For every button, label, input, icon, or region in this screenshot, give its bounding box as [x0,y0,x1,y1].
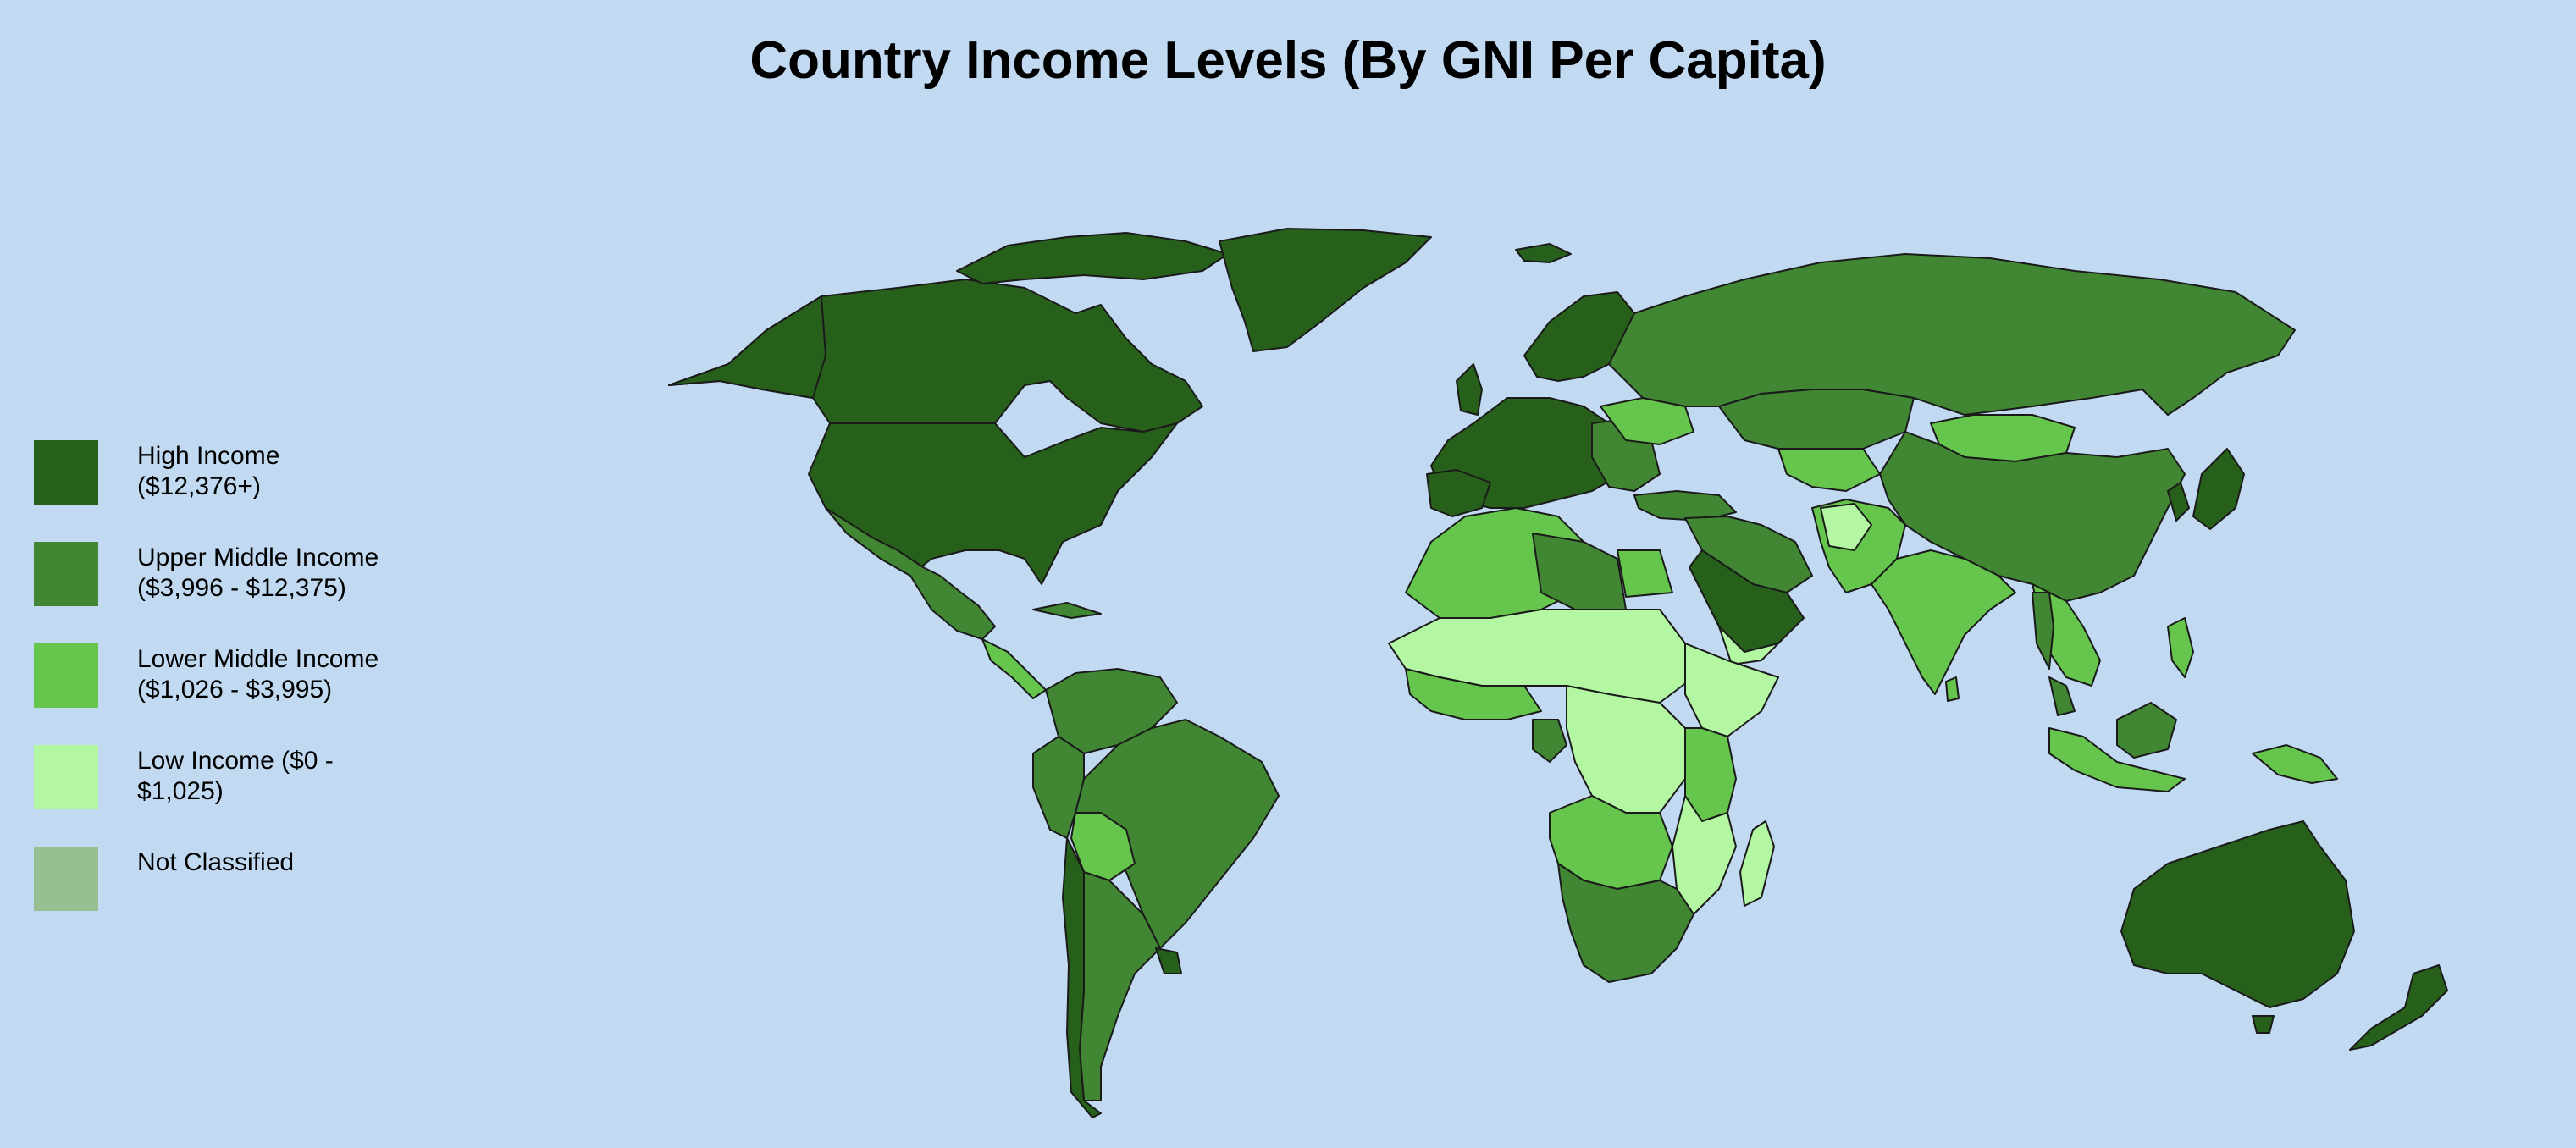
region-yemen [1718,626,1779,665]
region-central-asia [1777,448,1881,492]
legend-swatch-upper-middle-income [34,542,98,606]
region-malaysia [2048,676,2076,716]
region-southern-africa [1557,863,1694,983]
legend-label-upper-middle-income: Upper Middle Income ($3,996 - $12,375) [137,544,379,602]
legend-label-high-income: High Income ($12,376+) [137,442,280,500]
region-central-africa [1566,685,1686,814]
region-west-africa-coast [1405,668,1542,720]
map-title: Country Income Levels (By GNI Per Capita… [749,31,1827,90]
region-greenland [1219,228,1432,352]
region-tasmania [2252,1015,2275,1034]
region-egypt [1617,549,1673,598]
region-cuba [1032,602,1102,619]
region-sri-lanka [1945,676,1960,702]
region-india [1871,549,2016,695]
region-china [1879,431,2186,602]
region-bolivia [1070,812,1136,881]
region-japan [2192,448,2245,530]
legend-swatch-high-income [34,440,98,505]
legend-label-low-income: Low Income ($0 - $1,025) [137,747,334,805]
region-central-america [981,638,1047,699]
region-usa [808,422,1178,585]
region-australia [2120,820,2355,1008]
region-chile [1062,837,1102,1118]
region-mexico [825,507,996,640]
legend-swatch-low-income [34,745,98,809]
legend-label-lower-middle-income: Lower Middle Income ($1,026 - $3,995) [137,645,379,704]
legend-swatch-lower-middle-income [34,643,98,708]
region-iceland [1515,243,1572,263]
region-afghanistan [1820,503,1872,551]
region-borneo [2116,702,2177,759]
region-iberia [1426,469,1491,517]
region-kazakhstan [1718,389,1915,450]
region-philippines [2167,617,2194,678]
legend-label-not-classified: Not Classified [137,848,295,876]
region-new-zealand [2349,964,2448,1051]
region-horn-of-africa [1684,643,1779,737]
region-new-guinea [2252,744,2338,784]
region-alaska [668,295,826,399]
region-madagascar [1739,820,1775,907]
region-arctic-islands [956,232,1229,284]
region-russia [1608,253,2296,416]
region-tanzania-mozambique [1672,795,1737,915]
region-uruguay [1155,947,1182,974]
region-uk [1456,363,1483,416]
region-thailand [2032,592,2054,670]
region-gabon [1532,719,1567,763]
region-indonesia [2048,727,2186,792]
region-korea [2167,482,2190,522]
legend-swatch-not-classified [34,847,98,911]
